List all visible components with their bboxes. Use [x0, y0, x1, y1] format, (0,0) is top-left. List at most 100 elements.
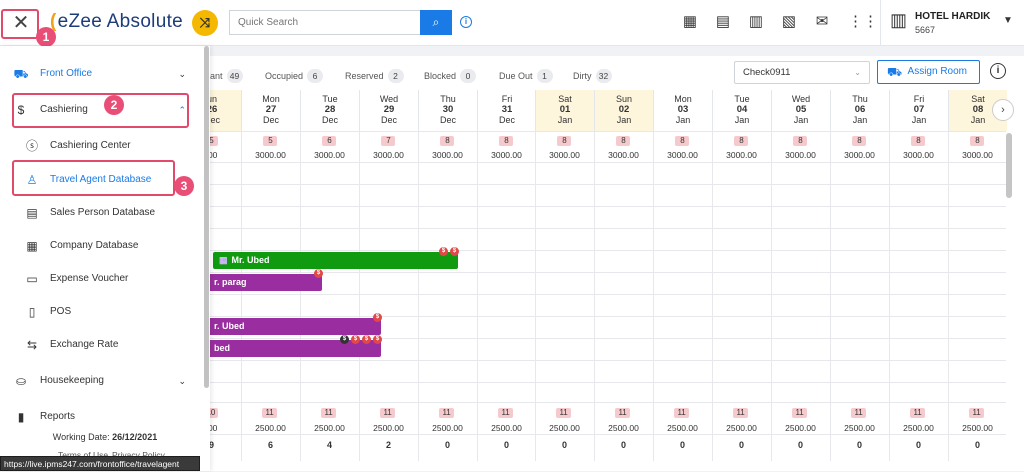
- calendar-check-icon[interactable]: ▤: [715, 13, 731, 30]
- housekeeping-icon: ⛀: [15, 374, 27, 388]
- terms-link[interactable]: Terms of Use: [58, 450, 109, 460]
- date-header[interactable]: Fri 07 Jan: [889, 90, 948, 131]
- availability-pill-bottom: 11: [792, 408, 807, 418]
- date-header[interactable]: Sun 02 Jan: [594, 90, 653, 131]
- assign-room-button[interactable]: Assign Room: [877, 60, 980, 84]
- date-dow: Wed: [379, 94, 399, 104]
- legend-info-icon[interactable]: i: [990, 63, 1006, 79]
- date-header[interactable]: Sat 01 Jan: [535, 90, 594, 131]
- availability-pill: 5: [263, 136, 278, 146]
- row-divider: [208, 316, 1006, 317]
- grid-scrollbar[interactable]: [1006, 133, 1012, 198]
- hotel-dropdown-icon[interactable]: ▼: [1003, 15, 1013, 26]
- app-logo[interactable]: (eZee Absolute: [50, 11, 183, 33]
- sidebar-scrollbar[interactable]: [204, 46, 209, 388]
- date-header[interactable]: Thu 06 Jan: [830, 90, 889, 131]
- chevron-down-icon[interactable]: ⌄: [178, 69, 186, 79]
- booking-bar[interactable]: r. Ubed: [208, 318, 381, 335]
- rate-value-bottom: 2500.00: [667, 423, 698, 433]
- sidebar-item-10[interactable]: ▮ Reports: [0, 405, 200, 429]
- availability-pill: 6: [322, 136, 337, 146]
- sidebar-item-label: POS: [50, 306, 72, 317]
- close-menu-button[interactable]: ✕: [12, 12, 30, 34]
- working-date-value: 26/12/2021: [112, 432, 158, 442]
- grid-apps-icon[interactable]: ⋮⋮: [848, 13, 878, 30]
- total-count: 0: [503, 440, 509, 450]
- calendar-dollar-icon[interactable]: ▧: [781, 13, 797, 30]
- sidebar-item-5[interactable]: ▦ Company Database: [0, 234, 200, 258]
- date-header[interactable]: Wed 29 Dec: [359, 90, 418, 131]
- date-header[interactable]: Sat 08 Jan: [948, 90, 1007, 131]
- shuffle-icon[interactable]: ⤨: [192, 10, 218, 36]
- stat-count-badge: 49: [226, 69, 243, 83]
- date-header[interactable]: Tue 28 Dec: [300, 90, 359, 131]
- stat-2[interactable]: Reserved 2: [345, 69, 404, 83]
- divider: [880, 0, 881, 46]
- check-select[interactable]: Check0911 ⌄: [734, 61, 870, 84]
- booking-guest-name: r. Ubed: [214, 321, 245, 331]
- sidebar-item-3[interactable]: ♙ Travel Agent Database: [0, 168, 200, 192]
- date-header[interactable]: Tue 04 Jan: [712, 90, 771, 131]
- date-header[interactable]: Wed 05 Jan: [771, 90, 830, 131]
- total-count: 9: [208, 440, 214, 450]
- date-header[interactable]: Thu 30 Dec: [418, 90, 477, 131]
- rate-value-bottom: 2500.00: [491, 423, 522, 433]
- booking-bar[interactable]: bed: [208, 340, 381, 357]
- sidebar-item-8[interactable]: ⇆ Exchange Rate: [0, 333, 200, 357]
- chevron-down-icon[interactable]: ⌄: [178, 376, 186, 386]
- date-day: 26: [206, 103, 218, 115]
- sidebar-item-0[interactable]: ⛟ Front Office ⌄: [0, 62, 200, 86]
- working-date-label: Working Date:: [52, 432, 110, 442]
- stat-4[interactable]: Due Out 1: [499, 69, 553, 83]
- search-input[interactable]: [229, 10, 420, 35]
- mail-icon[interactable]: ✉: [815, 13, 829, 30]
- date-header[interactable]: Mon 03 Jan: [653, 90, 712, 131]
- rate-value-bottom: 2500.00: [785, 423, 816, 433]
- stat-1[interactable]: Occupied 6: [265, 69, 324, 83]
- availability-pill: 8: [499, 136, 514, 146]
- chevron-up-icon[interactable]: ⌃: [178, 105, 186, 115]
- availability-pill-bottom: 11: [969, 408, 984, 418]
- sidebar: [0, 46, 210, 471]
- stat-0[interactable]: ant 49: [210, 69, 243, 83]
- stat-count-badge: 6: [307, 69, 324, 83]
- next-dates-button[interactable]: ›: [992, 99, 1014, 121]
- row-divider: [208, 360, 1006, 361]
- sidebar-item-1[interactable]: $ Cashiering ⌃: [0, 98, 200, 122]
- row-divider: [208, 402, 1006, 403]
- column-divider: [594, 131, 595, 461]
- date-header[interactable]: Fri 31 Dec: [477, 90, 536, 131]
- column-divider: [359, 131, 360, 461]
- sidebar-item-9[interactable]: ⛀ Housekeeping ⌄: [0, 369, 200, 393]
- date-mon: Dec: [321, 115, 338, 125]
- column-divider: [712, 131, 713, 461]
- calendar-icon[interactable]: ▥: [748, 13, 764, 30]
- info-icon[interactable]: i: [460, 16, 472, 28]
- hotel-name[interactable]: HOTEL HARDIK: [915, 11, 991, 22]
- search-button[interactable]: ⌕: [420, 10, 452, 35]
- working-date: Working Date: 26/12/2021: [0, 432, 210, 442]
- calendar-plus-icon[interactable]: ▦: [682, 13, 698, 30]
- availability-pill-bottom: 11: [556, 408, 571, 418]
- availability-pill: 8: [852, 136, 867, 146]
- rate-value-bottom: 2500.00: [608, 423, 639, 433]
- sidebar-item-label: Expense Voucher: [50, 273, 129, 284]
- booking-bar[interactable]: r. parag: [208, 274, 322, 291]
- stat-3[interactable]: Blocked 0: [424, 69, 477, 83]
- sidebar-item-7[interactable]: ▯ POS: [0, 300, 200, 324]
- date-mon: Dec: [203, 115, 220, 125]
- rate-value-bottom: 2500.00: [314, 423, 345, 433]
- date-header[interactable]: Mon 27 Dec: [241, 90, 300, 131]
- sidebar-item-2[interactable]: ⓢ Cashiering Center: [0, 134, 200, 158]
- availability-pill: 8: [911, 136, 926, 146]
- sidebar-item-label: Exchange Rate: [50, 339, 119, 350]
- sidebar-item-4[interactable]: ▤ Sales Person Database: [0, 201, 200, 225]
- receipt-icon: ▭: [26, 272, 38, 286]
- booking-guest-name: bed: [214, 343, 231, 353]
- sidebar-item-6[interactable]: ▭ Expense Voucher: [0, 267, 200, 291]
- privacy-link[interactable]: Privacy Policy: [112, 450, 165, 460]
- booking-bar[interactable]: ▦ Mr. Ubed: [213, 252, 458, 269]
- stat-5[interactable]: Dirty 32: [573, 69, 612, 83]
- stat-count-badge: 0: [460, 69, 477, 83]
- column-divider: [830, 131, 831, 461]
